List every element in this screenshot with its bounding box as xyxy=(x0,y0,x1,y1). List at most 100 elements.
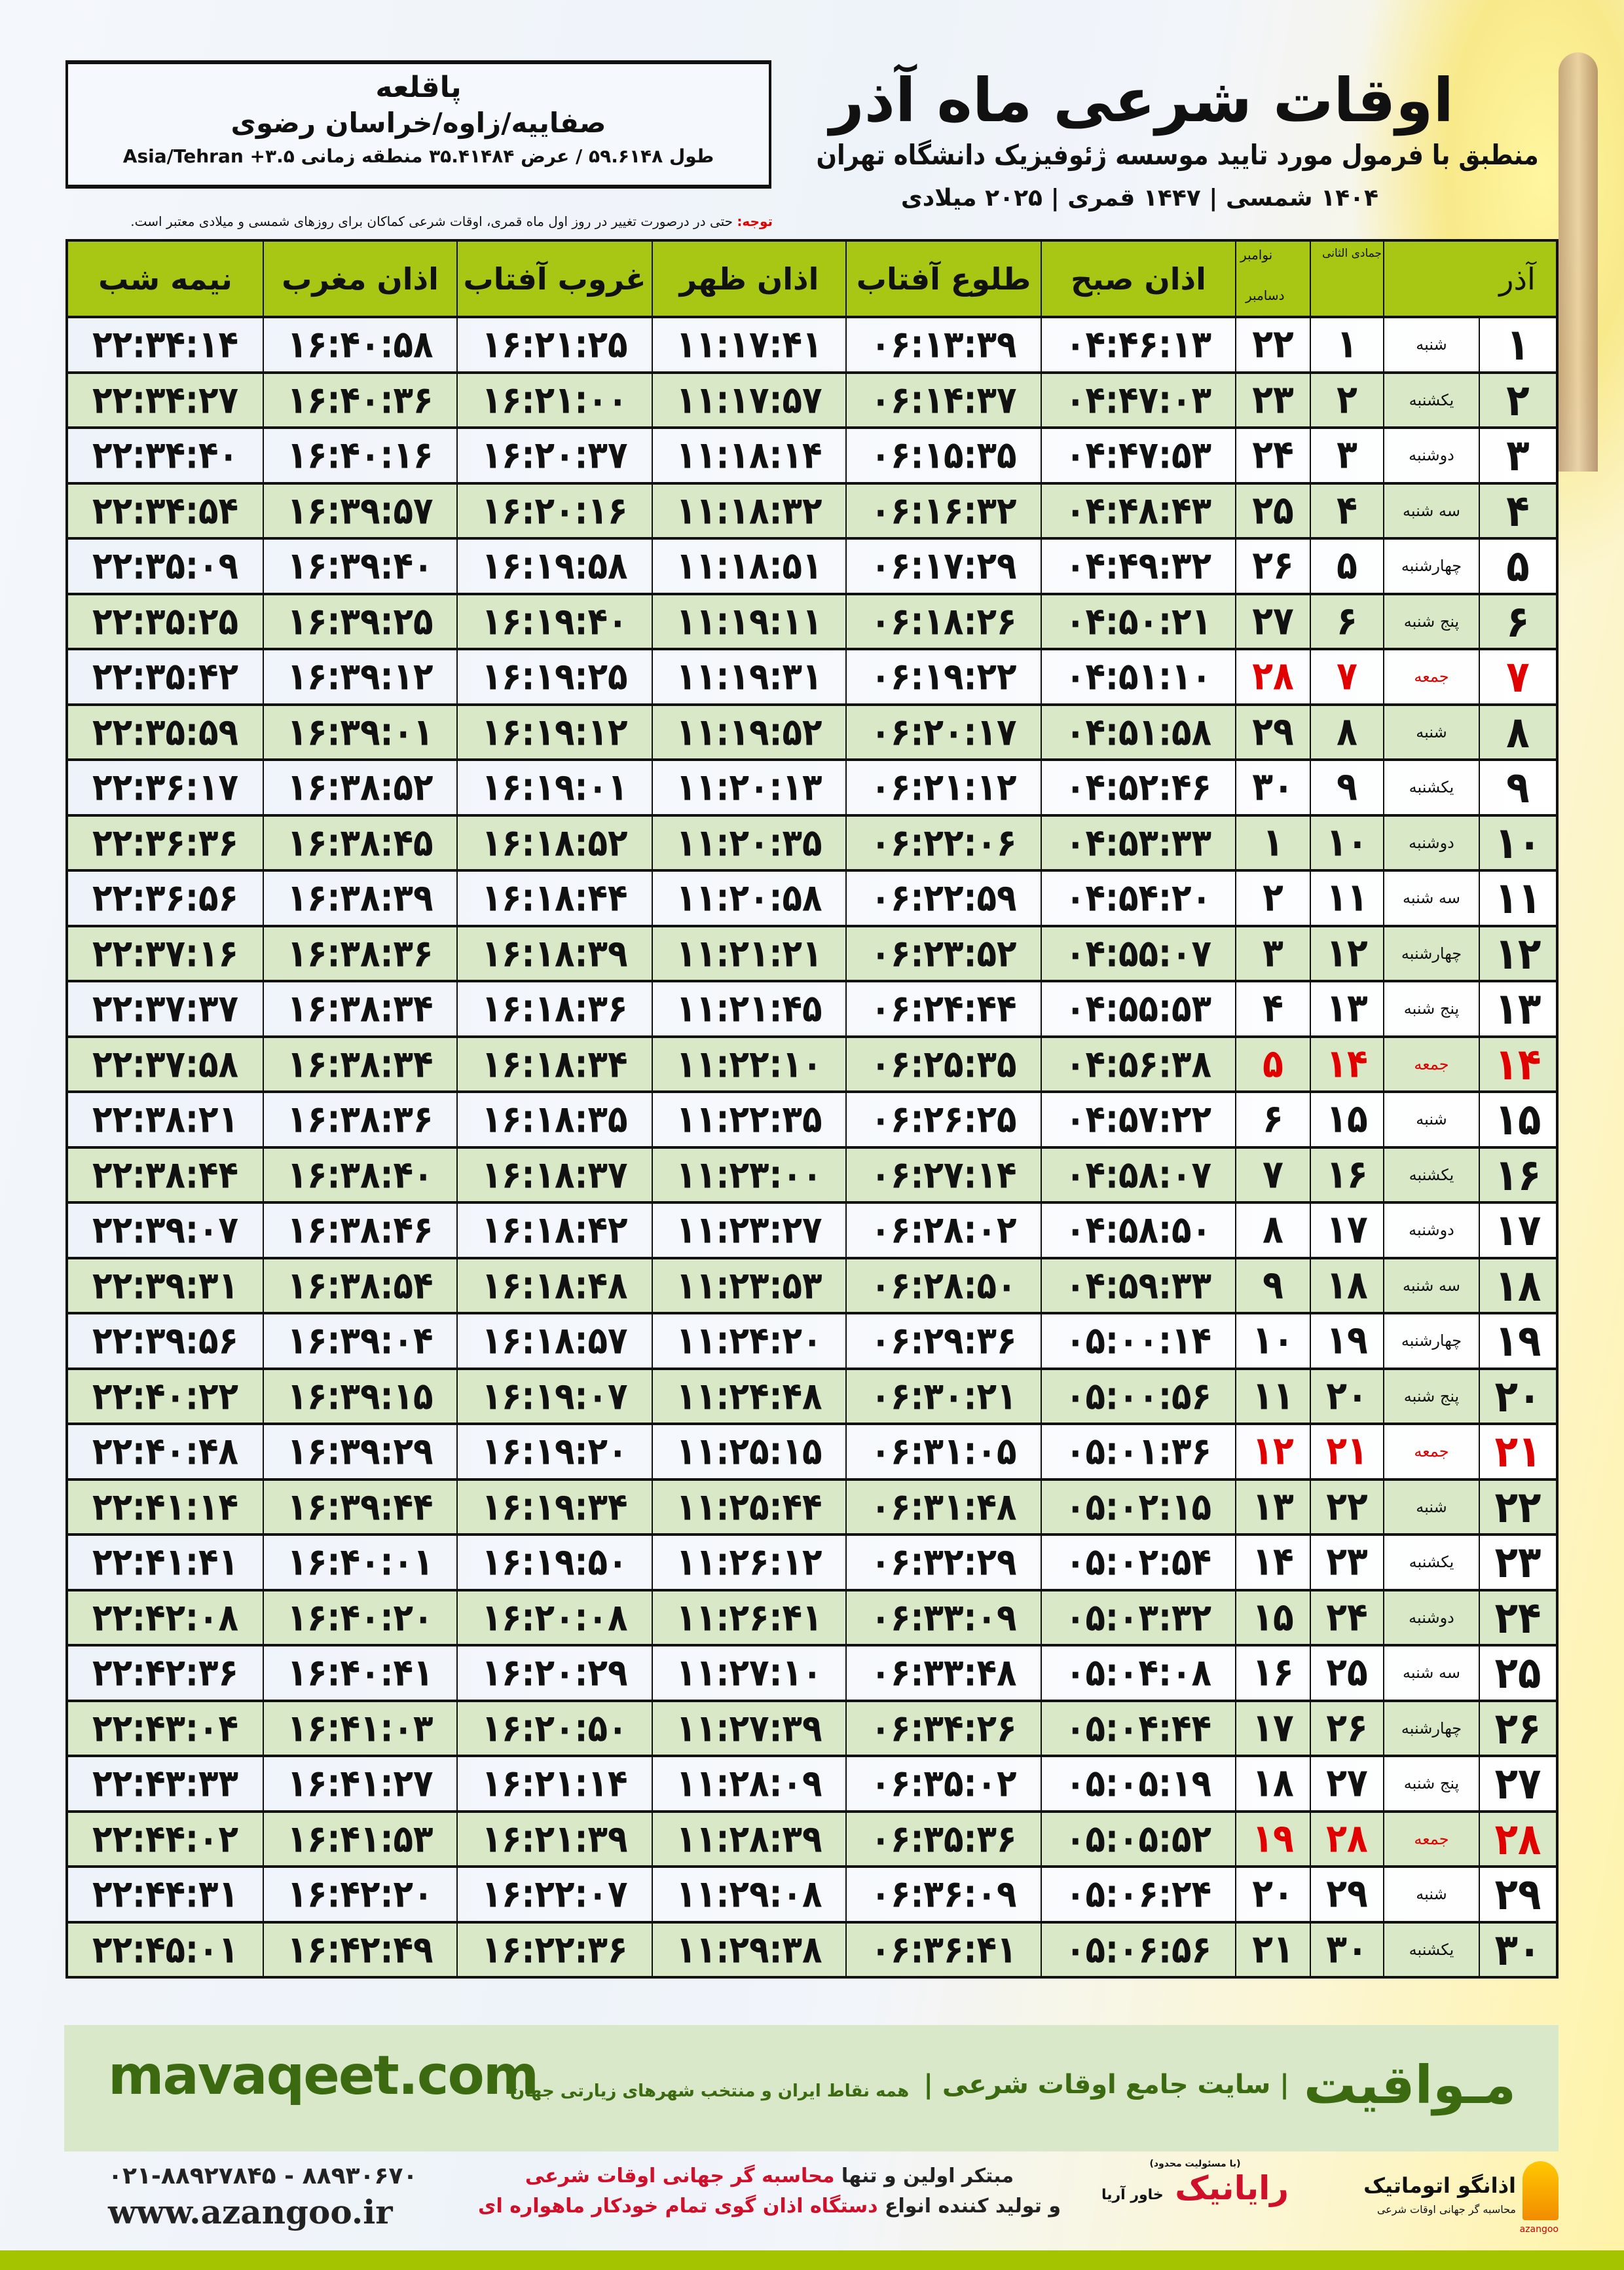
dhuhr-cell: ۱۱:۲۱:۴۵ xyxy=(652,982,845,1035)
weekday-cell: پنج شنبه xyxy=(1383,982,1479,1035)
maghrib-value: ۱۶:۳۹:۰۴ xyxy=(287,1318,434,1363)
sunset-value: ۱۶:۱۹:۲۵ xyxy=(481,654,628,699)
dhuhr-value: ۱۱:۲۱:۴۵ xyxy=(676,986,822,1031)
dhuhr-value: ۱۱:۲۶:۱۲ xyxy=(676,1540,822,1584)
sunset-value: ۱۶:۱۸:۴۸ xyxy=(481,1263,628,1308)
gregorian-day-cell: ۲۹ xyxy=(1235,705,1310,758)
maghrib-cell: ۱۶:۳۸:۴۶ xyxy=(263,1204,456,1257)
sunrise-cell: ۰۶:۲۳:۵۲ xyxy=(845,927,1041,980)
sunset-cell: ۱۶:۱۸:۳۵ xyxy=(456,1093,652,1146)
midnight-cell: ۲۲:۳۷:۵۸ xyxy=(68,1038,263,1091)
azar-day-value: ۲۰ xyxy=(1494,1370,1541,1422)
maghrib-value: ۱۶:۴۰:۰۱ xyxy=(287,1540,434,1584)
sunrise-cell: ۰۶:۳۳:۰۹ xyxy=(845,1591,1041,1644)
promo-block: مبتکر اولین و تنها محاسبه گر جهانی اوقات… xyxy=(458,2161,1080,2222)
hijri-day-cell: ۸ xyxy=(1310,705,1383,758)
sunset-value: ۱۶:۲۱:۲۵ xyxy=(481,322,628,367)
maghrib-value: ۱۶:۴۰:۲۰ xyxy=(287,1595,434,1640)
mavaqeet-url[interactable]: mavaqeet.com xyxy=(108,2045,539,2107)
fajr-value: ۰۴:۵۵:۰۷ xyxy=(1065,931,1212,976)
sunset-value: ۱۶:۱۹:۳۴ xyxy=(481,1485,628,1529)
rayanik-small-text: (با مسئولیت محدود) xyxy=(1149,2159,1241,2169)
sunrise-cell: ۰۶:۳۴:۲۶ xyxy=(845,1702,1041,1755)
weekday-value: یکشنبه xyxy=(1409,778,1454,797)
table-row: ۲۲:۳۷:۵۸ ۱۶:۳۸:۳۴ ۱۶:۱۸:۳۴ ۱۱:۲۲:۱۰ ۰۶:۲۵:۳۵… xyxy=(68,1035,1556,1091)
weekday-cell: پنج شنبه xyxy=(1383,595,1479,648)
azar-day-value: ۸ xyxy=(1506,706,1530,758)
maghrib-cell: ۱۶:۳۸:۳۶ xyxy=(263,1093,456,1146)
fajr-cell: ۰۵:۰۴:۴۴ xyxy=(1041,1702,1235,1755)
gregorian-day-cell: ۱۰ xyxy=(1235,1314,1310,1368)
weekday-cell: سه شنبه xyxy=(1383,1259,1479,1312)
fajr-value: ۰۵:۰۳:۳۲ xyxy=(1065,1595,1212,1640)
sunrise-cell: ۰۶:۱۹:۲۲ xyxy=(845,650,1041,703)
fajr-cell: ۰۴:۵۲:۴۶ xyxy=(1041,761,1235,814)
sunset-value: ۱۶:۱۸:۳۴ xyxy=(481,1042,628,1087)
azar-day-cell: ۱۱ xyxy=(1479,872,1556,925)
table-row: ۲۲:۴۲:۰۸ ۱۶:۴۰:۲۰ ۱۶:۲۰:۰۸ ۱۱:۲۶:۴۱ ۰۶:۳۳:۰۹… xyxy=(68,1588,1556,1644)
hijri-day-cell: ۱۱ xyxy=(1310,872,1383,925)
maghrib-cell: ۱۶:۳۸:۵۲ xyxy=(263,761,456,814)
hijri-day-value: ۲۷ xyxy=(1326,1760,1368,1806)
sunrise-cell: ۰۶:۱۷:۲۹ xyxy=(845,540,1041,593)
dhuhr-value: ۱۱:۱۹:۱۱ xyxy=(676,599,822,644)
azar-day-cell: ۲۰ xyxy=(1479,1369,1556,1423)
header-maghrib: اذان مغرب xyxy=(263,242,456,316)
hijri-day-value: ۲۱ xyxy=(1326,1428,1368,1474)
hijri-day-cell: ۳ xyxy=(1310,429,1383,482)
maghrib-cell: ۱۶:۴۱:۵۳ xyxy=(263,1812,456,1865)
azar-day-value: ۱۲ xyxy=(1494,927,1541,979)
sunset-cell: ۱۶:۲۰:۰۸ xyxy=(456,1591,652,1644)
rayanik-logo: (با مسئولیت محدود) رایانیک خاور آریا xyxy=(1094,2159,1297,2207)
azangoo-website[interactable]: www.azangoo.ir xyxy=(108,2193,393,2231)
hijri-day-cell: ۷ xyxy=(1310,650,1383,703)
weekday-cell: پنج شنبه xyxy=(1383,1369,1479,1423)
sunrise-cell: ۰۶:۳۱:۴۸ xyxy=(845,1480,1041,1533)
hijri-day-cell: ۲۷ xyxy=(1310,1757,1383,1810)
header-sunset: غروب آفتاب xyxy=(456,242,652,316)
sunset-value: ۱۶:۱۸:۳۷ xyxy=(481,1153,628,1197)
sunrise-cell: ۰۶:۲۰:۱۷ xyxy=(845,705,1041,758)
maghrib-cell: ۱۶:۳۸:۵۴ xyxy=(263,1259,456,1312)
midnight-value: ۲۲:۳۵:۲۵ xyxy=(92,599,239,644)
azar-day-value: ۳ xyxy=(1506,430,1530,481)
sunrise-cell: ۰۶:۳۳:۴۸ xyxy=(845,1647,1041,1700)
azar-day-value: ۳۰ xyxy=(1494,1924,1541,1975)
midnight-cell: ۲۲:۳۹:۰۷ xyxy=(68,1204,263,1257)
dhuhr-cell: ۱۱:۲۳:۵۳ xyxy=(652,1259,845,1312)
weekday-cell: شنبه xyxy=(1383,1480,1479,1533)
fajr-cell: ۰۴:۵۱:۱۰ xyxy=(1041,650,1235,703)
mavaqeet-logo: مـواقیت xyxy=(1303,2054,1516,2115)
fajr-cell: ۰۵:۰۴:۰۸ xyxy=(1041,1647,1235,1700)
sunset-cell: ۱۶:۱۸:۵۷ xyxy=(456,1314,652,1368)
weekday-value: چهارشنبه xyxy=(1401,557,1462,576)
weekday-value: یکشنبه xyxy=(1409,1940,1454,1959)
hijri-day-value: ۱۸ xyxy=(1326,1263,1368,1309)
sunrise-value: ۰۶:۳۱:۴۸ xyxy=(870,1485,1017,1529)
fajr-value: ۰۵:۰۲:۱۵ xyxy=(1065,1485,1212,1529)
midnight-value: ۲۲:۳۴:۲۷ xyxy=(92,378,239,422)
azar-day-value: ۲۶ xyxy=(1494,1702,1541,1754)
sunset-cell: ۱۶:۱۹:۴۰ xyxy=(456,595,652,648)
dhuhr-value: ۱۱:۱۷:۴۱ xyxy=(676,322,822,367)
maghrib-cell: ۱۶:۳۹:۵۷ xyxy=(263,484,456,537)
sunset-cell: ۱۶:۱۸:۳۶ xyxy=(456,982,652,1035)
weekday-cell: یکشنبه xyxy=(1383,373,1479,426)
sunset-value: ۱۶:۱۹:۴۰ xyxy=(481,599,628,644)
sunset-value: ۱۶:۲۱:۱۴ xyxy=(481,1761,628,1806)
maghrib-value: ۱۶:۴۲:۲۰ xyxy=(287,1872,434,1916)
azar-day-value: ۲۱ xyxy=(1494,1426,1541,1478)
gregorian-day-value: ۷ xyxy=(1263,1152,1283,1198)
dhuhr-cell: ۱۱:۲۵:۱۵ xyxy=(652,1425,845,1478)
hijri-day-cell: ۱۴ xyxy=(1310,1037,1383,1090)
fajr-cell: ۰۴:۵۷:۲۲ xyxy=(1041,1093,1235,1146)
midnight-cell: ۲۲:۳۶:۳۶ xyxy=(68,817,263,870)
dhuhr-value: ۱۱:۲۳:۵۳ xyxy=(676,1263,822,1308)
sunrise-value: ۰۶:۱۸:۲۶ xyxy=(870,599,1017,644)
sunset-cell: ۱۶:۱۸:۵۲ xyxy=(456,816,652,869)
maghrib-cell: ۱۶:۴۲:۲۰ xyxy=(263,1868,456,1921)
fajr-cell: ۰۴:۵۶:۳۸ xyxy=(1041,1037,1235,1090)
location-box: پاقلعه صفاییه/زاوه/خراسان رضوی طول ۵۹.۶۱… xyxy=(65,60,771,189)
dhuhr-value: ۱۱:۱۸:۵۱ xyxy=(676,544,822,588)
location-city: پاقلعه xyxy=(375,71,462,104)
